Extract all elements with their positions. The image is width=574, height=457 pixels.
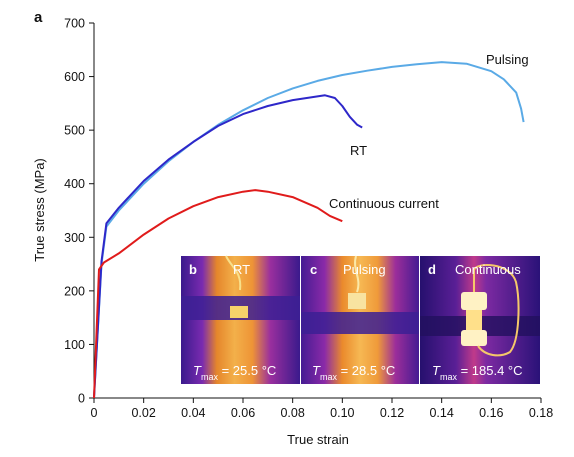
inset-letter-b: b (189, 262, 197, 277)
panel-label: a (34, 9, 43, 26)
inset-letter-c: c (310, 262, 317, 277)
y-tick-label: 200 (64, 284, 85, 298)
inset-title-rt: RT (233, 262, 250, 277)
y-axis-title: True stress (MPa) (32, 158, 47, 262)
inset-pulsing: c Pulsing Tmax = 28.5 °C (301, 255, 419, 384)
y-tick-label: 400 (64, 177, 85, 191)
y-tick-label: 500 (64, 124, 85, 138)
x-tick-label: 0 (91, 406, 98, 420)
x-tick-label: 0.02 (131, 406, 155, 420)
y-tick-label: 300 (64, 231, 85, 245)
x-tick-label: 0.10 (330, 406, 354, 420)
x-tick-label: 0.04 (181, 406, 205, 420)
x-tick-label: 0.14 (429, 406, 453, 420)
inset-temp-pulsing: Tmax = 28.5 °C (312, 363, 395, 382)
x-tick-label: 0.12 (380, 406, 404, 420)
specimen-pulsing (348, 293, 366, 309)
series-label-continuous: Continuous current (329, 196, 439, 211)
series-lines (93, 61, 525, 399)
specimen-continuous (466, 310, 482, 332)
wire-rt (225, 255, 242, 291)
series-line-pulsing (93, 61, 525, 399)
specimen-grip-top-continuous (461, 292, 487, 310)
x-tick-label: 0.08 (280, 406, 304, 420)
x-tick-label: 0.18 (529, 406, 553, 420)
y-tick-label: 700 (64, 17, 85, 31)
inset-title-pulsing: Pulsing (343, 262, 386, 277)
grip-gap-pulsing (301, 312, 419, 334)
x-tick-label: 0.06 (231, 406, 255, 420)
y-tick-label: 0 (78, 392, 85, 406)
inset-rt: b RT Tmax = 25.5 °C (181, 255, 300, 384)
inset-letter-d: d (428, 262, 436, 277)
y-tick-label: 100 (64, 338, 85, 352)
specimen-rt (230, 306, 248, 318)
y-tick-label: 600 (64, 70, 85, 84)
x-tick-label: 0.16 (479, 406, 503, 420)
series-line-continuous (93, 189, 343, 399)
inset-temp-rt: Tmax = 25.5 °C (193, 363, 276, 382)
inset-temp-continuous: Tmax = 185.4 °C (432, 363, 523, 382)
series-label-rt: RT (350, 143, 367, 158)
series-line-rt (93, 94, 363, 399)
inset-title-continuous: Continuous (455, 262, 521, 277)
wire-continuous (473, 264, 520, 357)
axis-ticks: 0 0.02 0.04 0.06 0.08 0.10 0.12 0.14 0.16 0.18 0 10… (64, 17, 553, 421)
inset-continuous: d Continuous Tmax = 185.4 °C (420, 256, 540, 384)
specimen-grip-bottom-continuous (461, 330, 487, 346)
x-axis-title: True strain (287, 432, 349, 447)
series-label-pulsing: Pulsing (486, 52, 529, 67)
wire-pulsing (354, 255, 360, 293)
